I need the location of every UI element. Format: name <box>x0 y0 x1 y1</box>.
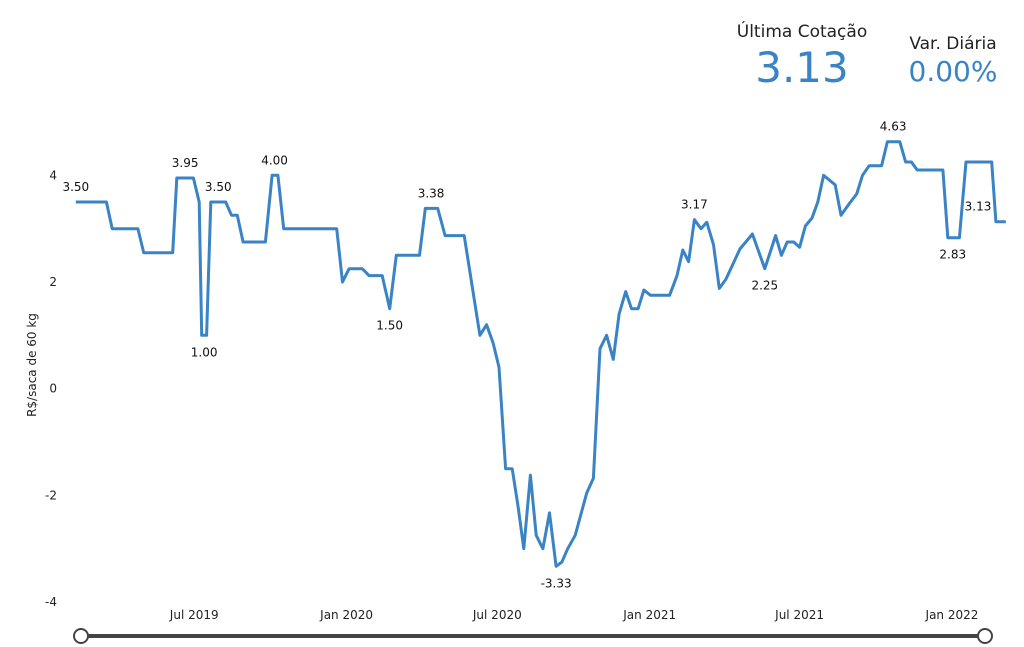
data-label: 3.13 <box>965 200 992 214</box>
x-axis: Jul 2019 Jan 2020 Jul 2020 Jan 2021 Jul 2021… <box>169 608 979 622</box>
y-tick-label: 0 <box>49 382 57 396</box>
daily-variation-label: Var. Diária <box>909 34 997 54</box>
data-label: 1.50 <box>376 319 403 333</box>
daily-variation-value: 0.00% <box>908 55 998 88</box>
x-tick-label: Jan 2022 <box>925 608 979 622</box>
x-tick-label: Jul 2021 <box>774 608 824 622</box>
y-tick-label: -2 <box>45 488 57 502</box>
y-axis-title: R$/saca de 60 kg <box>25 313 39 417</box>
data-label: 4.63 <box>880 120 907 134</box>
y-tick-label: 2 <box>49 275 57 289</box>
data-label: 1.00 <box>191 345 218 359</box>
range-slider-right-handle[interactable] <box>977 628 993 644</box>
y-tick-label: -4 <box>45 595 57 609</box>
last-quote-label: Última Cotação <box>736 22 868 42</box>
last-quote-kpi: Última Cotação 3.13 <box>722 22 882 94</box>
x-tick-label: Jan 2021 <box>622 608 676 622</box>
data-label: 3.50 <box>62 180 89 194</box>
data-label: 3.17 <box>681 198 708 212</box>
data-labels: 3.50 3.95 1.00 3.50 4.00 1.50 3.38 -3.33 3.17 2.2… <box>62 120 991 591</box>
data-label: 2.83 <box>939 248 966 262</box>
data-label: 3.38 <box>418 186 445 200</box>
range-slider[interactable] <box>73 628 993 644</box>
data-label: 3.95 <box>172 156 199 170</box>
data-label: 4.00 <box>261 153 288 167</box>
last-quote-value: 3.13 <box>755 43 849 92</box>
x-tick-label: Jan 2020 <box>319 608 373 622</box>
data-label: 2.25 <box>751 279 778 293</box>
y-axis: 4 2 0 -2 -4 <box>45 168 57 609</box>
y-tick-label: 4 <box>49 168 57 182</box>
x-tick-label: Jul 2020 <box>472 608 522 622</box>
x-tick-label: Jul 2019 <box>169 608 219 622</box>
data-label: -3.33 <box>541 576 572 590</box>
data-label: 3.50 <box>205 180 232 194</box>
range-slider-left-handle[interactable] <box>73 628 89 644</box>
daily-variation-kpi: Var. Diária 0.00% <box>893 34 1013 90</box>
series-line <box>75 140 1006 568</box>
